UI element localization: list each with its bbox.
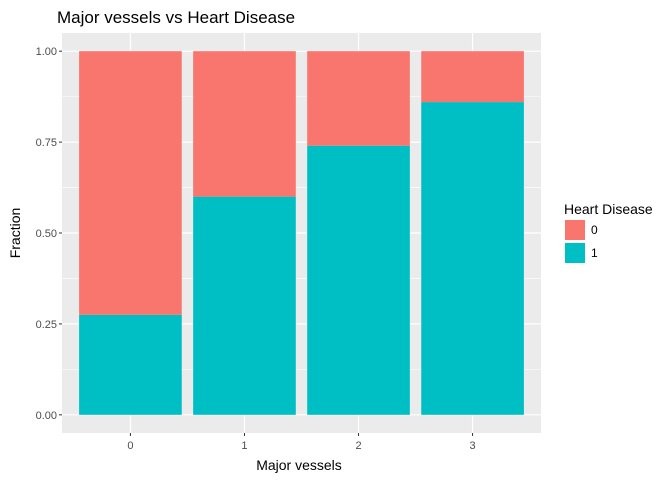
x-axis: 0 1 2 3 [127, 433, 476, 452]
legend-label-0: 0 [591, 223, 598, 237]
bars [79, 51, 524, 415]
bar-segment-0-series-0 [79, 51, 182, 315]
y-axis-title: Fraction [7, 208, 23, 259]
bar-segment-1-series-0 [193, 51, 296, 197]
y-axis: 0.00 0.25 0.50 0.75 1.00 [36, 46, 62, 422]
y-tick-label: 0.00 [36, 410, 57, 422]
chart-title: Major vessels vs Heart Disease [57, 8, 295, 27]
bar-segment-2-series-1 [307, 145, 410, 415]
bar-segment-3-series-0 [421, 51, 524, 103]
legend-title: Heart Disease [564, 201, 653, 217]
x-tick-label: 3 [470, 440, 476, 452]
legend: Heart Disease 0 1 [564, 201, 653, 263]
y-tick-label: 0.50 [36, 228, 57, 240]
bar-segment-1-series-1 [193, 196, 296, 415]
y-tick-label: 0.25 [36, 319, 57, 331]
bar-segment-3-series-1 [421, 102, 524, 415]
x-axis-title: Major vessels [256, 457, 342, 473]
y-tick-label: 1.00 [36, 46, 57, 58]
bar-segment-0-series-1 [79, 314, 182, 415]
x-tick-label: 0 [127, 440, 133, 452]
legend-label-1: 1 [591, 246, 598, 260]
x-tick-label: 1 [241, 440, 247, 452]
bar-segment-2-series-0 [307, 51, 410, 146]
x-tick-label: 2 [355, 440, 361, 452]
y-tick-label: 0.75 [36, 137, 57, 149]
legend-swatch-0 [565, 220, 585, 240]
legend-swatch-1 [565, 243, 585, 263]
